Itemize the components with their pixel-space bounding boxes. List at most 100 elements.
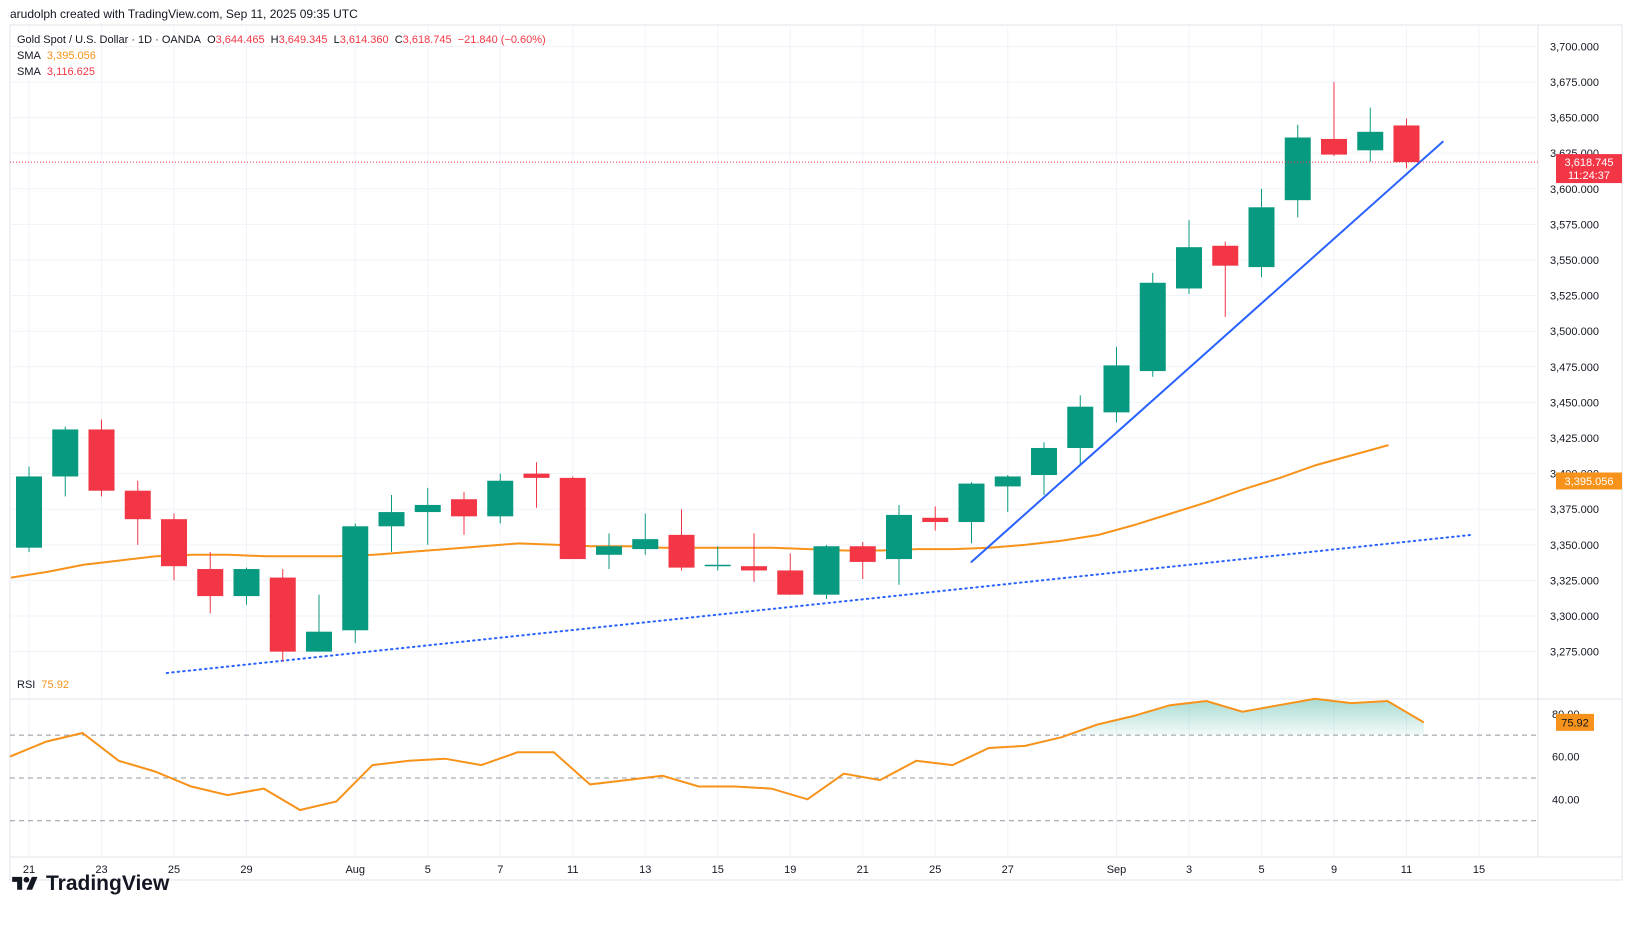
candle-body — [88, 429, 115, 491]
symbol-name[interactable]: Gold Spot / U.S. Dollar · 1D · OANDA — [17, 34, 201, 46]
support-trendline-dotted[interactable] — [165, 533, 1473, 674]
candle[interactable] — [1103, 346, 1130, 423]
candle-body — [886, 514, 912, 560]
y-tick-label: 3,525.000 — [1550, 291, 1599, 303]
sma-legend-2[interactable]: SMA 3,116.625 — [17, 66, 98, 78]
candle[interactable] — [1139, 272, 1166, 377]
candle[interactable] — [1393, 118, 1420, 169]
candle[interactable] — [414, 487, 441, 545]
candle-body — [1176, 247, 1202, 289]
sma-legend-1[interactable]: SMA 3,395.056 — [17, 50, 99, 62]
x-tick-label: 3 — [1186, 864, 1192, 876]
candle[interactable] — [16, 466, 42, 552]
rsi-tick-label: 60.00 — [1552, 752, 1580, 764]
main-plot[interactable] — [10, 81, 1473, 674]
candle[interactable] — [1212, 241, 1239, 317]
candle[interactable] — [523, 462, 550, 508]
sma-line[interactable] — [10, 444, 1389, 579]
candle-body — [1284, 137, 1311, 201]
candle[interactable] — [632, 513, 659, 555]
candle[interactable] — [52, 426, 79, 497]
rsi-value: 75.92 — [41, 679, 69, 691]
candle[interactable] — [124, 480, 151, 545]
candle[interactable] — [1284, 124, 1311, 218]
change-value: −21.840 (−0.60%) — [457, 34, 546, 46]
candle-body — [52, 429, 79, 477]
candle[interactable] — [596, 533, 622, 570]
candle[interactable] — [777, 553, 804, 595]
candle[interactable] — [813, 544, 840, 599]
candle[interactable] — [1321, 81, 1347, 157]
y-tick-label: 3,275.000 — [1550, 647, 1599, 659]
candle-body — [197, 569, 224, 597]
candle[interactable] — [849, 541, 876, 580]
ohlc-legend[interactable]: Gold Spot / U.S. Dollar · 1D · OANDA O3,… — [17, 34, 549, 46]
candle[interactable] — [922, 506, 949, 531]
open-value: 3,644.465 — [215, 34, 265, 46]
candle-body — [523, 473, 550, 478]
candle[interactable] — [197, 551, 224, 614]
candle-body — [451, 499, 477, 517]
candle[interactable] — [451, 492, 477, 535]
price-axis[interactable]: 3,275.000 3,300.000 3,325.000 3,350.000 3,37… — [1550, 41, 1599, 658]
candle[interactable] — [958, 482, 985, 544]
chart-caption: arudolph created with TradingView.com, S… — [10, 7, 358, 21]
candle[interactable] — [161, 513, 187, 581]
candle[interactable] — [704, 546, 731, 571]
last-price-tag: 3,618.745 11:24:37 — [1556, 154, 1622, 184]
rsi-line[interactable] — [9, 697, 1425, 812]
candle-body — [1212, 245, 1239, 266]
candle[interactable] — [1248, 188, 1275, 278]
y-tick-label: 3,550.000 — [1550, 255, 1599, 267]
candle[interactable] — [1357, 107, 1384, 162]
candle-body — [596, 546, 622, 555]
candle[interactable] — [1067, 395, 1094, 466]
rsi-overbought-fill — [73, 698, 1424, 736]
candle-body — [559, 477, 586, 560]
tradingview-logo-icon — [12, 876, 38, 890]
candle-body — [1248, 207, 1275, 268]
x-tick-label: 7 — [497, 864, 503, 876]
close-value: 3,618.745 — [402, 34, 452, 46]
candle-body — [233, 569, 260, 597]
y-tick-label: 3,300.000 — [1550, 611, 1599, 623]
sma-price-tag: 3,395.056 — [1556, 472, 1622, 490]
candle-body — [958, 483, 985, 523]
candle[interactable] — [306, 594, 332, 652]
candle[interactable] — [487, 473, 514, 524]
support-trendline[interactable] — [970, 140, 1444, 563]
candle[interactable] — [269, 569, 296, 662]
last-price-value: 3,618.745 — [1565, 157, 1614, 169]
y-tick-label: 3,450.000 — [1550, 397, 1599, 409]
candle[interactable] — [559, 476, 586, 560]
x-tick-label: 13 — [639, 864, 651, 876]
candle[interactable] — [994, 475, 1021, 513]
sma2-label: SMA — [17, 66, 41, 78]
candle[interactable] — [741, 533, 767, 582]
candle[interactable] — [1176, 220, 1202, 295]
candle-body — [1393, 125, 1420, 163]
y-tick-label: 3,375.000 — [1550, 504, 1599, 516]
candle-body — [342, 526, 369, 631]
candle-body — [1357, 131, 1384, 151]
sma2-value: 3,116.625 — [46, 66, 96, 78]
candle[interactable] — [1031, 442, 1057, 495]
candle[interactable] — [668, 509, 695, 571]
time-axis[interactable]: 21 23 25 29 Aug 5 7 11 13 15 19 21 25 27 Sep 3 5 9 11 15 — [23, 864, 1485, 876]
bar-countdown: 11:24:37 — [1568, 170, 1610, 182]
x-tick-label: 29 — [240, 864, 252, 876]
y-tick-label: 3,650.000 — [1550, 113, 1599, 125]
tradingview-logo[interactable]: TradingView — [10, 872, 169, 896]
candle[interactable] — [886, 504, 912, 585]
candle[interactable] — [342, 523, 369, 644]
low-value: 3,614.360 — [339, 34, 389, 46]
sma1-value: 3,395.056 — [46, 50, 96, 62]
candle[interactable] — [88, 419, 115, 497]
candle[interactable] — [378, 494, 405, 552]
grid — [10, 25, 1538, 857]
candle[interactable] — [233, 567, 260, 605]
y-tick-label: 3,600.000 — [1550, 184, 1599, 196]
rsi-legend[interactable]: RSI 75.92 — [17, 679, 72, 691]
